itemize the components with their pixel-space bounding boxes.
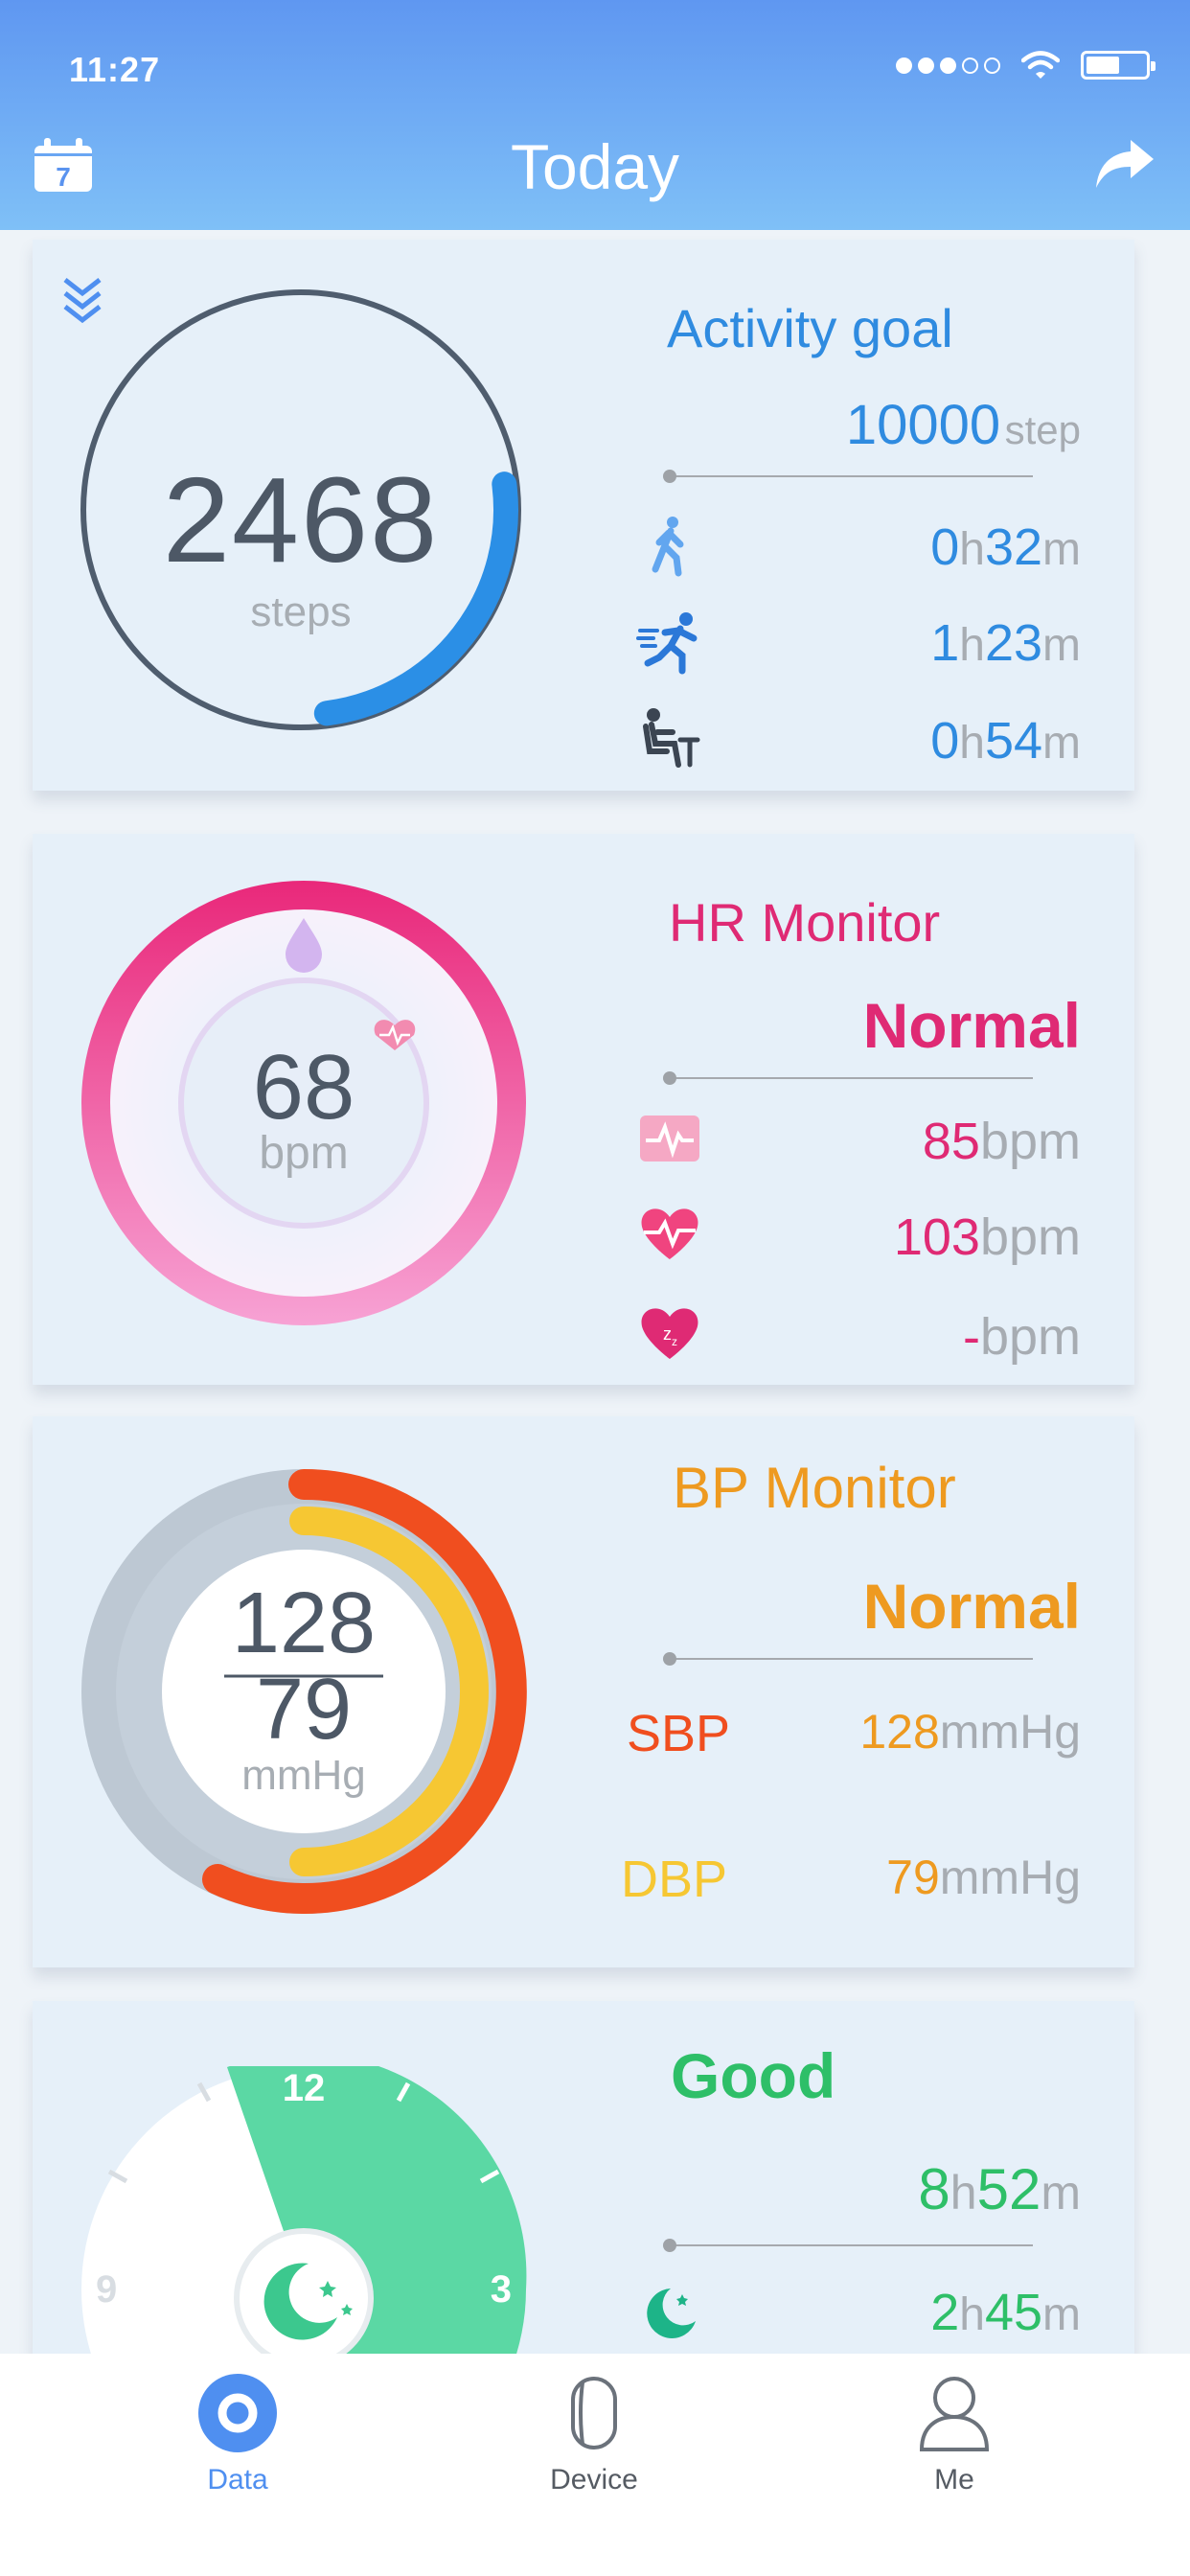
tab-data-label: Data [207, 2464, 268, 2496]
bp-title: BP Monitor [673, 1456, 956, 1520]
bp-divider [663, 1652, 1033, 1666]
bp-status: Normal [862, 1571, 1081, 1642]
dbp-value: 79mmHg [886, 1851, 1081, 1904]
light-sleep-time: 2h45m [930, 2284, 1081, 2341]
hr-unit: bpm [259, 1128, 349, 1179]
dial-3: 3 [491, 2268, 512, 2311]
hr-sleep: -bpm [962, 1308, 1081, 1366]
sit-icon [643, 708, 700, 768]
signal-icon [896, 57, 1000, 74]
sleep-dial: 12 3 9 [81, 2066, 527, 2354]
dial-9: 9 [96, 2268, 117, 2311]
bp-unit: mmHg [241, 1752, 366, 1799]
run-time: 1h23m [930, 614, 1081, 672]
sbp-value: 128mmHg [859, 1705, 1081, 1759]
hr-divider [663, 1071, 1033, 1085]
dbp-label: DBP [621, 1851, 728, 1908]
activity-card[interactable]: 2468 steps Activity goal 10000 step 0h32… [33, 240, 1134, 791]
collapse-icon[interactable] [61, 274, 103, 328]
drop-icon [286, 918, 322, 973]
hr-max: 103bpm [893, 1208, 1081, 1266]
light-sleep-icon [647, 2288, 696, 2338]
share-icon[interactable] [1094, 136, 1156, 192]
activity-goal-value: 10000 [845, 394, 1001, 456]
activity-goal-value-row: 10000 step [846, 393, 1081, 457]
activity-divider [663, 470, 1033, 483]
status-time: 11:27 [69, 50, 161, 89]
wifi-icon [1021, 51, 1060, 79]
hr-value: 68 [252, 1036, 355, 1138]
user-icon [919, 2377, 990, 2451]
hr-ring [81, 881, 526, 1325]
tab-bar: Data Device Me [0, 2354, 1190, 2576]
tab-me-label: Me [934, 2464, 974, 2496]
walk-icon [652, 517, 684, 577]
hr-title: HR Monitor [669, 892, 941, 953]
steps-unit: steps [250, 588, 352, 635]
tab-data[interactable]: Data [142, 2373, 333, 2496]
device-icon [571, 2377, 617, 2450]
run-icon [636, 612, 698, 675]
tab-device-label: Device [550, 2464, 638, 2496]
max-hr-icon [641, 1208, 698, 1259]
bp-diastolic: 79 [255, 1662, 353, 1758]
bp-systolic: 128 [231, 1576, 377, 1671]
bp-ring [81, 1468, 527, 1914]
status-icons [896, 50, 1156, 80]
app-header: 11:27 7 Today [0, 0, 1190, 230]
sleep-total: 8h52m [918, 2157, 1081, 2221]
walk-time: 0h32m [930, 518, 1081, 576]
svg-text:z: z [663, 1324, 672, 1344]
calendar-icon[interactable]: 7 [33, 138, 94, 194]
resting-hr-icon [640, 1116, 699, 1162]
heart-icon-small [374, 1020, 416, 1050]
activity-goal-unit: step [1004, 407, 1081, 452]
bp-monitor-card[interactable]: 128 79 mmHg BP Monitor Normal SBP 128mmH… [33, 1416, 1134, 1967]
activity-goal-title: Activity goal [667, 298, 953, 358]
sleep-hr-icon: z z [641, 1308, 698, 1359]
dial-12: 12 [283, 2067, 326, 2109]
sit-time: 0h54m [930, 712, 1081, 770]
data-icon [198, 2374, 277, 2452]
hr-resting: 85bpm [922, 1113, 1081, 1170]
tab-device[interactable]: Device [498, 2373, 690, 2496]
steps-count: 2468 [162, 452, 440, 587]
battery-icon [1081, 51, 1156, 80]
sleep-card[interactable]: 12 3 9 Good 8h52m 2h45m [33, 2001, 1134, 2354]
sleep-divider [663, 2239, 1033, 2252]
page-title: Today [510, 131, 680, 202]
moon-icon-dial [263, 2263, 337, 2340]
sbp-label: SBP [627, 1705, 731, 1762]
sleep-status: Good [671, 2040, 836, 2111]
tab-me[interactable]: Me [858, 2373, 1050, 2496]
steps-progress-arc [313, 472, 518, 726]
hr-status: Normal [862, 990, 1081, 1061]
svg-text:z: z [672, 1335, 677, 1348]
steps-progress-ring [80, 289, 521, 730]
hr-monitor-card[interactable]: 68 bpm HR Monitor Normal 85bpm 103bpm z … [33, 834, 1134, 1385]
calendar-day: 7 [56, 162, 71, 192]
